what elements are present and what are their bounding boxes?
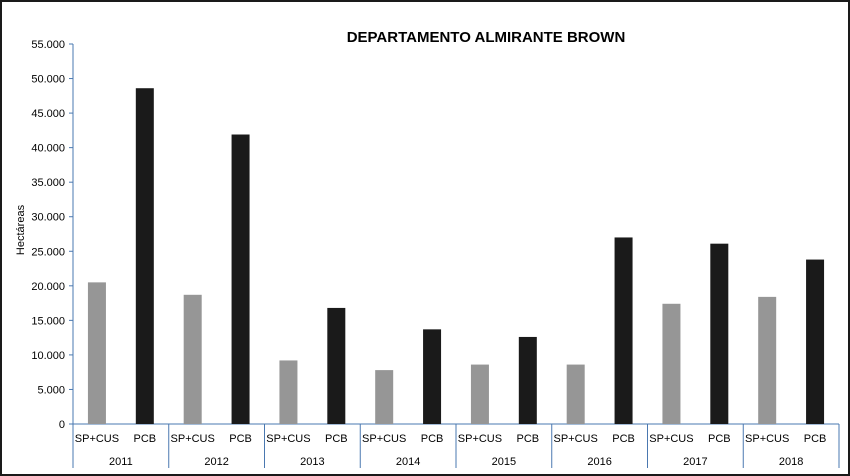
x-tick-label: PCB bbox=[804, 433, 827, 445]
x-tick-label: PCB bbox=[325, 433, 348, 445]
y-tick-label: 15.000 bbox=[31, 315, 65, 327]
bar bbox=[87, 282, 106, 424]
y-tick-label: 0 bbox=[59, 419, 65, 431]
bar bbox=[518, 336, 537, 424]
x-tick-label: SP+CUS bbox=[171, 433, 215, 445]
chart-title: DEPARTAMENTO ALMIRANTE BROWN bbox=[347, 29, 626, 46]
x-tick-label: PCB bbox=[517, 433, 540, 445]
y-tick-label: 55.000 bbox=[31, 39, 65, 51]
y-tick-label: 40.000 bbox=[31, 143, 65, 155]
bar bbox=[135, 88, 154, 424]
bar bbox=[423, 329, 442, 424]
x-tick-label: SP+CUS bbox=[649, 433, 693, 445]
y-tick-label: 20.000 bbox=[31, 281, 65, 293]
bar bbox=[231, 134, 250, 424]
bar bbox=[279, 360, 298, 424]
x-tick-label: SP+CUS bbox=[362, 433, 406, 445]
bar bbox=[566, 364, 585, 424]
x-group-label: 2017 bbox=[683, 456, 707, 468]
y-tick-label: 35.000 bbox=[31, 177, 65, 189]
bar bbox=[183, 294, 202, 424]
x-group-label: 2011 bbox=[109, 456, 133, 468]
x-group-label: 2015 bbox=[492, 456, 516, 468]
y-tick-label: 25.000 bbox=[31, 246, 65, 258]
y-axis-label: Hectáreas bbox=[15, 204, 27, 255]
bar bbox=[662, 303, 681, 424]
x-tick-label: PCB bbox=[229, 433, 252, 445]
x-tick-label: SP+CUS bbox=[458, 433, 502, 445]
plot-area: 0 5.000 10.000 15.000 20.000 25.000 30.000 35.0… bbox=[31, 39, 840, 468]
x-tick-label: SP+CUS bbox=[266, 433, 310, 445]
bar bbox=[470, 364, 489, 424]
bar bbox=[614, 237, 633, 424]
x-tick-label: SP+CUS bbox=[745, 433, 789, 445]
y-tick-label: 10.000 bbox=[31, 350, 65, 362]
y-tick-label: 50.000 bbox=[31, 74, 65, 86]
x-group-label: 2013 bbox=[300, 456, 324, 468]
x-tick-label: SP+CUS bbox=[75, 433, 119, 445]
x-group-label: 2018 bbox=[779, 456, 803, 468]
bar bbox=[710, 243, 729, 424]
y-tick-label: 5.000 bbox=[37, 384, 65, 396]
x-tick-label: PCB bbox=[421, 433, 444, 445]
bar bbox=[758, 296, 777, 424]
x-tick-label: SP+CUS bbox=[554, 433, 598, 445]
x-tick-label: PCB bbox=[708, 433, 731, 445]
bar bbox=[375, 370, 394, 424]
x-group-label: 2016 bbox=[587, 456, 611, 468]
x-tick-label: PCB bbox=[612, 433, 635, 445]
x-group-label: 2012 bbox=[204, 456, 228, 468]
bar bbox=[806, 259, 825, 424]
x-group-label: 2014 bbox=[396, 456, 420, 468]
bar bbox=[327, 307, 346, 424]
y-tick-label: 30.000 bbox=[31, 212, 65, 224]
x-tick-label: PCB bbox=[134, 433, 157, 445]
y-tick-label: 45.000 bbox=[31, 108, 65, 120]
